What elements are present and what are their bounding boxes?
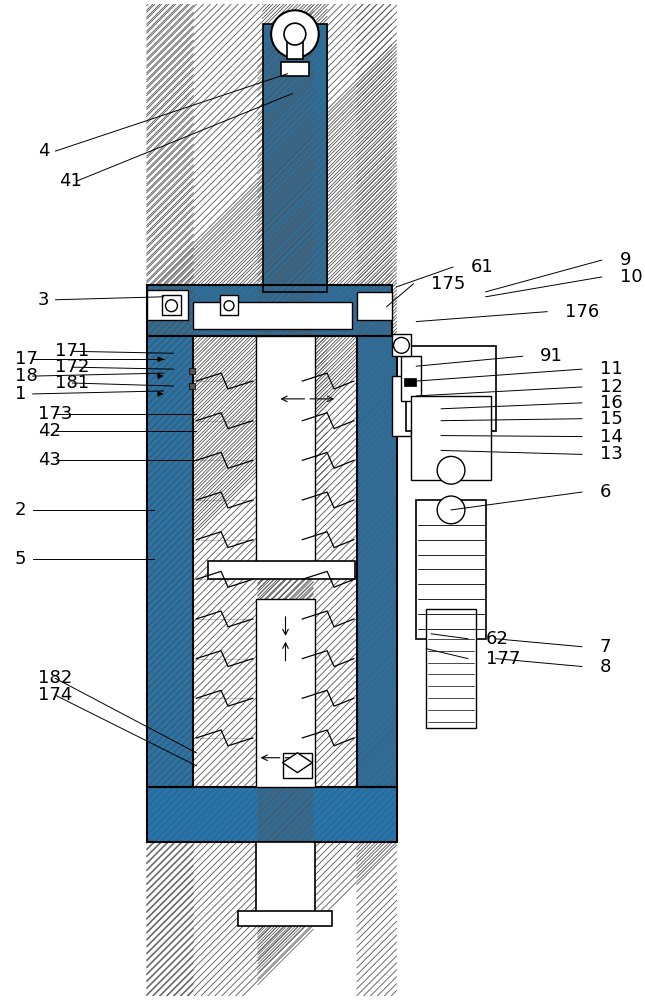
Bar (146, 336, 193, 787)
Text: 11: 11 (600, 360, 622, 378)
Bar (258, 601, 313, 785)
FancyBboxPatch shape (256, 336, 315, 564)
Text: 18: 18 (15, 367, 37, 385)
Text: 5: 5 (15, 550, 26, 568)
FancyBboxPatch shape (406, 346, 495, 431)
Bar (357, 336, 397, 787)
FancyBboxPatch shape (287, 41, 303, 59)
Text: 62: 62 (486, 630, 509, 648)
Bar (258, 844, 313, 914)
Text: 42: 42 (37, 422, 61, 440)
Text: 9: 9 (620, 251, 631, 269)
Text: 174: 174 (37, 686, 72, 704)
Bar (146, 285, 392, 336)
Circle shape (284, 23, 306, 45)
Circle shape (166, 300, 177, 312)
FancyBboxPatch shape (190, 383, 195, 389)
FancyBboxPatch shape (220, 295, 238, 315)
Text: 43: 43 (37, 451, 61, 469)
Text: 4: 4 (37, 142, 49, 160)
FancyBboxPatch shape (412, 407, 491, 419)
Bar (146, 336, 193, 787)
FancyBboxPatch shape (412, 396, 491, 480)
Text: 172: 172 (55, 358, 89, 376)
FancyBboxPatch shape (426, 609, 476, 728)
FancyBboxPatch shape (281, 62, 309, 76)
Bar (263, 24, 327, 292)
Text: 176: 176 (565, 303, 599, 321)
FancyBboxPatch shape (190, 368, 195, 374)
Circle shape (437, 496, 465, 524)
FancyBboxPatch shape (256, 842, 315, 916)
FancyBboxPatch shape (208, 561, 355, 579)
Bar (357, 336, 397, 787)
FancyBboxPatch shape (146, 290, 188, 320)
Circle shape (224, 301, 234, 311)
Text: 7: 7 (600, 638, 611, 656)
FancyBboxPatch shape (256, 599, 315, 787)
Text: 15: 15 (600, 410, 622, 428)
Polygon shape (283, 753, 312, 773)
Text: 91: 91 (541, 347, 563, 365)
Circle shape (271, 10, 319, 58)
Text: 181: 181 (55, 374, 88, 392)
Text: 182: 182 (37, 669, 72, 687)
FancyBboxPatch shape (194, 302, 352, 329)
Text: 16: 16 (600, 394, 622, 412)
FancyBboxPatch shape (392, 376, 412, 436)
Text: 13: 13 (600, 445, 622, 463)
FancyBboxPatch shape (412, 419, 491, 431)
Text: 6: 6 (600, 483, 611, 501)
FancyBboxPatch shape (404, 378, 416, 386)
FancyBboxPatch shape (401, 356, 421, 401)
Text: 61: 61 (471, 258, 493, 276)
Bar (146, 787, 397, 842)
Text: 2: 2 (15, 501, 26, 519)
Bar (258, 338, 313, 562)
Text: 171: 171 (55, 342, 89, 360)
Text: 41: 41 (59, 172, 83, 190)
FancyBboxPatch shape (416, 500, 486, 639)
Text: 12: 12 (600, 378, 622, 396)
Text: 175: 175 (432, 275, 466, 293)
Bar (258, 601, 313, 785)
FancyBboxPatch shape (392, 334, 412, 356)
Circle shape (393, 337, 410, 353)
FancyBboxPatch shape (357, 292, 392, 320)
Bar (146, 285, 392, 336)
Bar (258, 844, 313, 914)
Circle shape (437, 456, 465, 484)
Bar (258, 338, 313, 562)
Text: 17: 17 (15, 350, 38, 368)
Text: 14: 14 (600, 428, 622, 446)
FancyBboxPatch shape (162, 295, 181, 315)
Text: 3: 3 (37, 291, 49, 309)
FancyBboxPatch shape (238, 911, 332, 926)
Text: 1: 1 (15, 385, 26, 403)
Bar (263, 24, 327, 292)
Bar (146, 787, 397, 842)
Text: 8: 8 (600, 658, 611, 676)
Text: 10: 10 (620, 268, 642, 286)
Text: 177: 177 (486, 650, 520, 668)
FancyBboxPatch shape (283, 753, 312, 778)
Text: 173: 173 (37, 405, 72, 423)
